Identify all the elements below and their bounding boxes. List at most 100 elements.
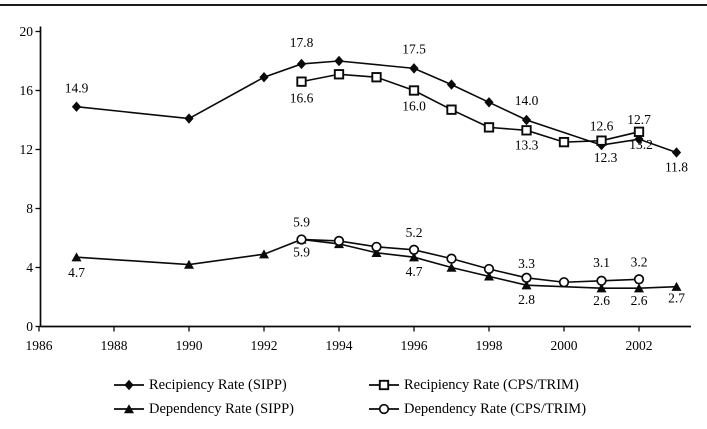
filled-triangle-icon	[124, 404, 134, 414]
y-tick-label: 8	[26, 201, 33, 216]
open-square-icon	[483, 122, 495, 133]
open-circle-icon	[521, 272, 532, 283]
x-tick-label: 2000	[551, 338, 578, 353]
data-label: 16.6	[290, 91, 314, 106]
filled-triangle-icon	[484, 271, 494, 281]
x-tick-label: 1988	[101, 338, 128, 353]
filled-diamond-icon	[671, 147, 682, 158]
data-label: 3.2	[631, 254, 648, 269]
open-circle-icon	[596, 275, 607, 286]
x-tick-label: 1994	[326, 338, 353, 353]
y-tick-label: 0	[26, 319, 33, 334]
x-tick-label: 1992	[251, 338, 278, 353]
x-tick-label: 2002	[626, 338, 653, 353]
data-label: 14.0	[515, 93, 539, 108]
legend-label-recipiency-sipp: Recipiency Rate (SIPP)	[149, 376, 287, 393]
filled-triangle-icon	[371, 247, 382, 257]
open-circle-icon	[446, 253, 457, 264]
data-label: 17.8	[290, 35, 314, 50]
x-tick-label: 1996	[401, 338, 428, 353]
series-line-0	[76, 60, 677, 154]
open-circle-icon	[296, 234, 307, 245]
open-square-icon	[369, 379, 399, 391]
filled-triangle-icon	[409, 252, 419, 262]
legend-label-dependency-sipp: Dependency Rate (SIPP)	[149, 400, 294, 417]
data-label: 12.6	[590, 119, 614, 134]
data-label: 5.9	[293, 214, 310, 229]
filled-diamond-icon	[409, 63, 419, 74]
top-border-rule	[0, 4, 707, 6]
data-label: 14.9	[65, 81, 89, 96]
open-circle-icon	[333, 235, 345, 247]
data-label: 2.7	[668, 291, 685, 306]
open-circle-icon	[633, 274, 645, 285]
open-square-icon	[378, 379, 390, 391]
open-circle-icon	[558, 277, 570, 288]
open-circle-icon	[371, 241, 382, 253]
filled-diamond-icon	[259, 72, 269, 83]
legend-label-dependency-cps-trim: Dependency Rate (CPS/TRIM)	[404, 400, 587, 417]
filled-triangle-icon	[71, 252, 82, 262]
x-tick-label: 1986	[26, 338, 53, 353]
filled-diamond-icon	[184, 113, 194, 124]
data-label: 13.3	[515, 137, 539, 152]
open-square-icon	[596, 135, 607, 146]
open-circle-icon	[369, 403, 399, 415]
filled-diamond-icon	[71, 101, 82, 112]
filled-diamond-icon	[296, 58, 307, 70]
data-label: 2.6	[631, 293, 648, 308]
data-label: 16.0	[402, 99, 426, 114]
series-line-1	[301, 73, 640, 143]
filled-triangle-icon	[446, 262, 457, 272]
y-tick-label: 16	[20, 83, 34, 98]
data-label: 4.7	[406, 264, 423, 279]
open-square-icon	[558, 136, 570, 148]
filled-triangle-icon	[596, 283, 607, 293]
filled-diamond-icon	[124, 379, 134, 391]
legend-label-recipiency-cps-trim: Recipiency Rate (CPS/TRIM)	[404, 376, 579, 393]
y-tick-label: 12	[20, 142, 34, 157]
legend-item-dependency-cps-trim: Dependency Rate (CPS/TRIM)	[368, 401, 586, 417]
open-square-icon	[333, 69, 345, 80]
data-label: 12.7	[627, 112, 651, 127]
open-circle-icon	[378, 403, 390, 415]
x-tick-label: 1990	[176, 338, 203, 353]
filled-diamond-icon	[114, 379, 144, 391]
data-label: 3.3	[518, 256, 535, 271]
filled-triangle-icon	[634, 283, 644, 293]
filled-diamond-icon	[446, 79, 457, 90]
data-label: 5.9	[293, 244, 310, 259]
data-label: 2.6	[593, 293, 610, 308]
open-square-icon	[446, 104, 457, 115]
series-line-3	[301, 238, 640, 284]
legend-item-recipiency-cps-trim: Recipiency Rate (CPS/TRIM)	[368, 377, 579, 393]
y-tick-label: 4	[26, 260, 33, 275]
y-tick-label: 20	[20, 24, 34, 39]
filled-triangle-icon	[184, 259, 194, 269]
data-label: 2.8	[518, 292, 535, 307]
legend-item-dependency-sipp: Dependency Rate (SIPP)	[113, 401, 294, 417]
open-circle-icon	[483, 263, 495, 275]
data-label: 12.3	[594, 150, 618, 165]
data-label: 13.2	[629, 137, 653, 152]
filled-diamond-icon	[484, 97, 494, 108]
open-circle-icon	[408, 244, 420, 255]
filled-triangle-icon	[521, 280, 532, 290]
filled-triangle-icon	[671, 281, 682, 291]
data-label: 3.1	[593, 255, 610, 270]
filled-diamond-icon	[521, 114, 532, 126]
x-tick-label: 1998	[476, 338, 503, 353]
open-square-icon	[633, 126, 645, 137]
data-label: 11.8	[665, 159, 688, 174]
open-square-icon	[521, 125, 532, 136]
filled-triangle-icon	[114, 404, 144, 414]
legend-item-recipiency-sipp: Recipiency Rate (SIPP)	[113, 377, 287, 393]
data-label: 4.7	[68, 265, 85, 280]
filled-diamond-icon	[334, 55, 344, 67]
data-label: 5.2	[406, 225, 423, 240]
filled-triangle-icon	[259, 249, 269, 259]
data-label: 17.5	[402, 41, 426, 56]
open-square-icon	[408, 85, 420, 96]
open-square-icon	[296, 76, 307, 87]
